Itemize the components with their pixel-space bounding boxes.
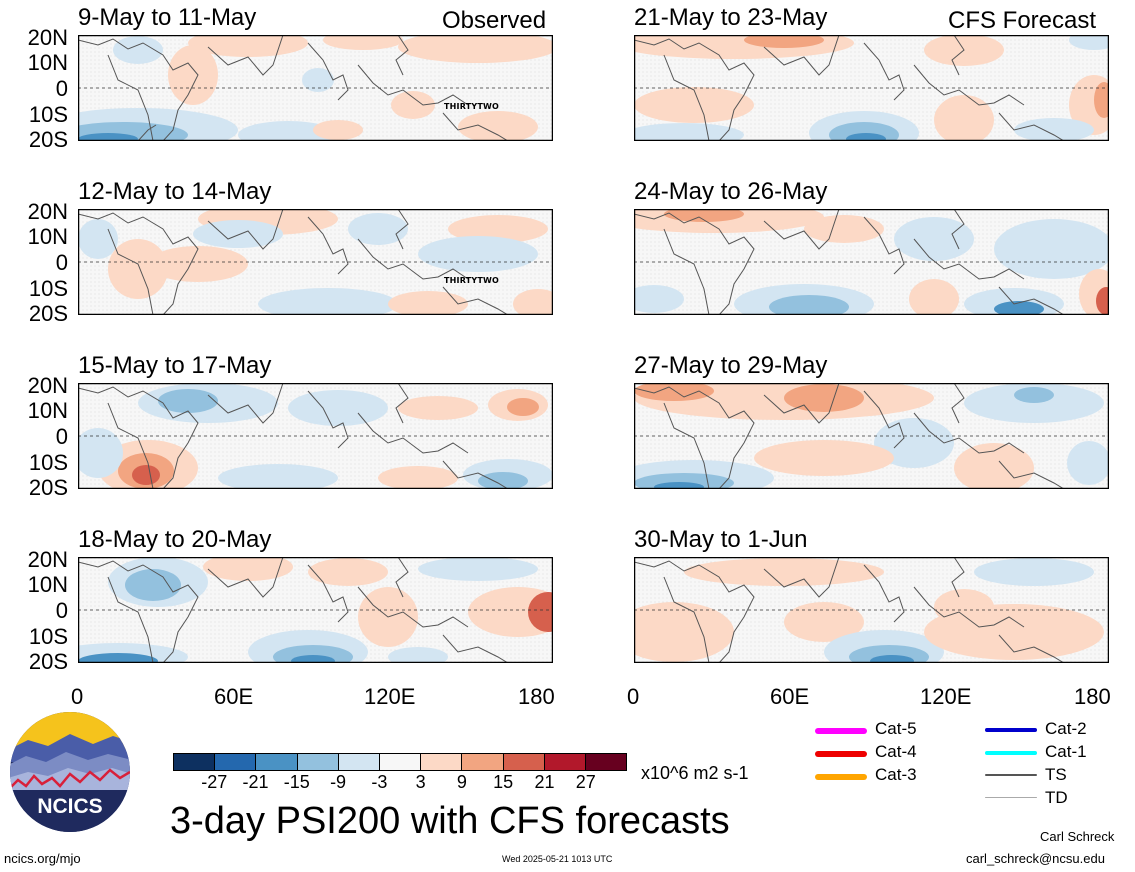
lat-label: 10S (28, 276, 68, 301)
footer-timestamp: Wed 2025-05-21 1013 UTC (502, 854, 613, 864)
footer-email[interactable]: carl_schreck@ncsu.edu (966, 851, 1105, 866)
panel-title: 12-May to 14-May (78, 178, 272, 205)
lat-label: 20N (27, 373, 68, 398)
lat-label: 20S (28, 475, 68, 500)
panel-title: 27-May to 29-May (634, 352, 828, 379)
lat-label: 20N (27, 25, 68, 50)
colorbar-swatch (544, 754, 586, 770)
lon-label: 120E (920, 684, 972, 709)
legend-swatch (815, 751, 867, 757)
lon-label: 0 (71, 684, 84, 709)
lon-label: 180 (1074, 684, 1111, 709)
lon-label: 60E (214, 684, 254, 709)
figure-title: 3-day PSI200 with CFS forecasts (170, 800, 730, 842)
lat-label: 10S (28, 624, 68, 649)
storm-track-label: THIRTYTWO (444, 276, 500, 285)
colorbar-swatch (503, 754, 545, 770)
legend-swatch (985, 774, 1037, 776)
psi-map-panel (78, 383, 553, 489)
panel-title: 21-May to 23-May (634, 4, 828, 31)
colorbar-swatch (379, 754, 422, 770)
colorbar-tick-label: 15 (493, 772, 514, 792)
lon-label: 180 (518, 684, 555, 709)
legend-label: Cat-4 (875, 742, 917, 761)
psi-map-panel (634, 209, 1109, 315)
legend-swatch (985, 751, 1037, 755)
lat-label: 0 (55, 250, 68, 275)
panel-title: 18-May to 20-May (78, 526, 272, 553)
psi-map-panel: THIRTYTWO (78, 35, 553, 141)
colorbar-swatch (585, 754, 627, 770)
lat-label: 20S (28, 127, 68, 152)
lat-label: 20N (27, 547, 68, 572)
legend-label: Cat-3 (875, 765, 917, 784)
panel-title: 30-May to 1-Jun (634, 526, 808, 553)
lat-label: 20S (28, 649, 68, 674)
panel-title: 24-May to 26-May (634, 178, 828, 205)
legend-label: Cat-1 (1045, 742, 1087, 761)
colorbar-swatch (215, 754, 257, 770)
lat-label: 0 (55, 424, 68, 449)
lon-label: 120E (364, 684, 416, 709)
psi-map-panel (634, 383, 1109, 489)
logo-text: NCICS (37, 795, 102, 818)
colorbar-swatch (256, 754, 298, 770)
colorbar-tick-label: -15 (283, 772, 310, 792)
lat-label: 10N (27, 224, 68, 249)
colorbar-tick-label: 9 (456, 772, 467, 792)
footer-author: Carl Schreck (1040, 829, 1115, 844)
lon-label: 0 (627, 684, 640, 709)
legend-swatch (815, 728, 867, 734)
colorbar-tick-label: -3 (371, 772, 388, 792)
footer-url[interactable]: ncics.org/mjo (4, 851, 81, 866)
lat-label: 10S (28, 450, 68, 475)
lat-label: 20S (28, 301, 68, 326)
colorbar-swatch (174, 754, 216, 770)
lat-label: 10N (27, 398, 68, 423)
panel-title: 9-May to 11-May (78, 4, 257, 31)
psi-map-panel (634, 35, 1109, 141)
legend-swatch (985, 797, 1037, 798)
legend-swatch (985, 728, 1037, 732)
colorbar-swatch (297, 754, 339, 770)
psi-map-panel (634, 557, 1109, 663)
lat-label: 10S (28, 102, 68, 127)
legend-label: TD (1045, 788, 1068, 807)
observed-label: Observed (442, 7, 547, 34)
legend-label: Cat-2 (1045, 719, 1087, 738)
colorbar-tick-label: -9 (330, 772, 347, 792)
psi-map-panel: THIRTYTWO (78, 209, 553, 315)
colorbar-tick-label: -27 (201, 772, 228, 792)
cfs-forecast-label: CFS Forecast (948, 7, 1097, 34)
colorbar-tick-label: -21 (242, 772, 269, 792)
lat-label: 10N (27, 50, 68, 75)
lat-label: 0 (55, 598, 68, 623)
lon-label: 60E (770, 684, 810, 709)
panel-title: 15-May to 17-May (78, 352, 272, 379)
lat-label: 10N (27, 572, 68, 597)
legend-label: Cat-5 (875, 719, 917, 738)
ncics-logo: NCICS (8, 710, 132, 834)
lat-label: 20N (27, 199, 68, 224)
legend-swatch (815, 774, 867, 780)
colorbar-tick-label: 27 (575, 772, 596, 792)
colorbar-swatch (462, 754, 504, 770)
colorbar-units: x10^6 m2 s-1 (641, 763, 749, 783)
storm-track-label: THIRTYTWO (444, 102, 500, 111)
lat-label: 0 (55, 76, 68, 101)
colorbar-tick-label: 3 (415, 772, 426, 792)
psi-map-panel (78, 557, 553, 663)
legend-label: TS (1045, 765, 1067, 784)
colorbar-swatch (421, 754, 463, 770)
colorbar (173, 753, 627, 771)
colorbar-swatch (338, 754, 380, 770)
colorbar-tick-label: 21 (534, 772, 555, 792)
